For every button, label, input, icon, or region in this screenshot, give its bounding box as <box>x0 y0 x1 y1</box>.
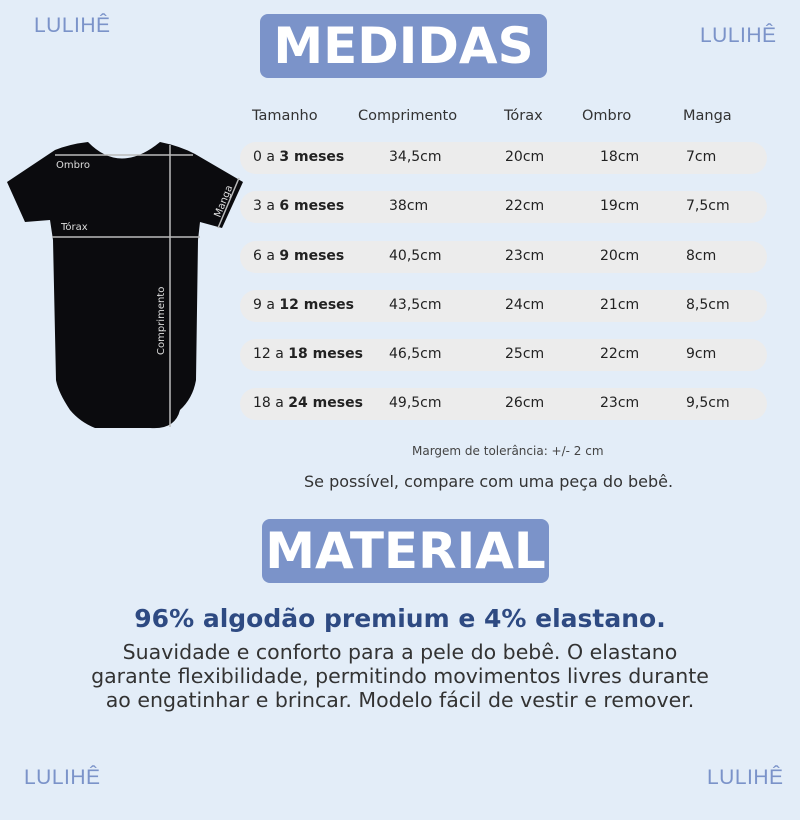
description-line: garante flexibilidade, permitindo movime… <box>91 664 709 688</box>
cell-ombro: 19cm <box>600 198 640 214</box>
material-headline: 96% algodão premium e 4% elastano. <box>134 604 666 633</box>
label-comprimento: Comprimento <box>156 287 167 355</box>
size-from: 0 a <box>253 149 280 165</box>
tolerance-note: Margem de tolerância: +/- 2 cm <box>412 444 604 458</box>
cell-ombro: 23cm <box>600 395 640 411</box>
size-from: 3 a <box>253 198 280 214</box>
logo-top-right: LULIHÊ <box>700 24 777 47</box>
material-title: MATERIAL <box>262 519 549 583</box>
cell-tamanho: 18 a 24 meses <box>253 395 363 411</box>
cell-torax: 24cm <box>505 297 545 313</box>
table-row: 0 a 3 meses 34,5cm 20cm 18cm 7cm <box>240 142 767 174</box>
table-row: 3 a 6 meses 38cm 22cm 19cm 7,5cm <box>240 191 767 223</box>
cell-torax: 23cm <box>505 248 545 264</box>
cell-comprimento: 46,5cm <box>389 346 442 362</box>
table-row: 18 a 24 meses 49,5cm 26cm 23cm 9,5cm <box>240 388 767 420</box>
col-header-ombro: Ombro <box>582 108 632 124</box>
description-line: ao engatinhar e brincar. Modelo fácil de… <box>105 688 695 712</box>
size-from: 18 a <box>253 395 289 411</box>
cell-ombro: 21cm <box>600 297 640 313</box>
cell-torax: 22cm <box>505 198 545 214</box>
cell-ombro: 20cm <box>600 248 640 264</box>
compare-tip: Se possível, compare com uma peça do beb… <box>304 472 674 491</box>
cell-torax: 26cm <box>505 395 545 411</box>
cell-tamanho: 0 a 3 meses <box>253 149 344 165</box>
cell-tamanho: 9 a 12 meses <box>253 297 354 313</box>
cell-comprimento: 38cm <box>389 198 429 214</box>
col-header-comprimento: Comprimento <box>358 108 458 124</box>
cell-comprimento: 49,5cm <box>389 395 442 411</box>
label-ombro: Ombro <box>56 160 90 171</box>
bodysuit-shape <box>7 142 243 429</box>
measures-title: MEDIDAS <box>260 14 547 78</box>
cell-ombro: 22cm <box>600 346 640 362</box>
size-from: 9 a <box>253 297 280 313</box>
logo-bottom-right: LULIHÊ <box>707 766 784 789</box>
col-header-manga: Manga <box>683 108 732 124</box>
size-to: 9 meses <box>279 248 345 264</box>
cell-manga: 8,5cm <box>686 297 730 313</box>
cell-tamanho: 12 a 18 meses <box>253 346 363 362</box>
cell-tamanho: 6 a 9 meses <box>253 248 344 264</box>
col-header-tamanho: Tamanho <box>252 108 318 124</box>
cell-torax: 25cm <box>505 346 545 362</box>
label-torax: Tórax <box>60 221 88 233</box>
cell-manga: 8cm <box>686 248 717 264</box>
cell-comprimento: 43,5cm <box>389 297 442 313</box>
size-from: 6 a <box>253 248 280 264</box>
material-description: Suavidade e conforto para a pele do bebê… <box>10 640 790 712</box>
size-to: 18 meses <box>288 346 363 362</box>
logo-bottom-left: LULIHÊ <box>24 766 101 789</box>
col-header-torax: Tórax <box>504 108 543 124</box>
bodysuit-diagram: Ombro Tórax Manga Comprimento <box>7 142 243 429</box>
size-to: 12 meses <box>279 297 354 313</box>
cell-ombro: 18cm <box>600 149 640 165</box>
description-line: Suavidade e conforto para a pele do bebê… <box>122 640 678 664</box>
size-to: 3 meses <box>279 149 345 165</box>
table-row: 9 a 12 meses 43,5cm 24cm 21cm 8,5cm <box>240 290 767 322</box>
table-row: 12 a 18 meses 46,5cm 25cm 22cm 9cm <box>240 339 767 371</box>
size-to: 24 meses <box>288 395 363 411</box>
cell-comprimento: 34,5cm <box>389 149 442 165</box>
cell-manga: 7,5cm <box>686 198 730 214</box>
cell-tamanho: 3 a 6 meses <box>253 198 344 214</box>
cell-torax: 20cm <box>505 149 545 165</box>
cell-manga: 9,5cm <box>686 395 730 411</box>
cell-manga: 7cm <box>686 149 717 165</box>
logo-top-left: LULIHÊ <box>34 14 111 37</box>
cell-manga: 9cm <box>686 346 717 362</box>
cell-comprimento: 40,5cm <box>389 248 442 264</box>
size-to: 6 meses <box>279 198 345 214</box>
size-from: 12 a <box>253 346 289 362</box>
table-row: 6 a 9 meses 40,5cm 23cm 20cm 8cm <box>240 241 767 273</box>
